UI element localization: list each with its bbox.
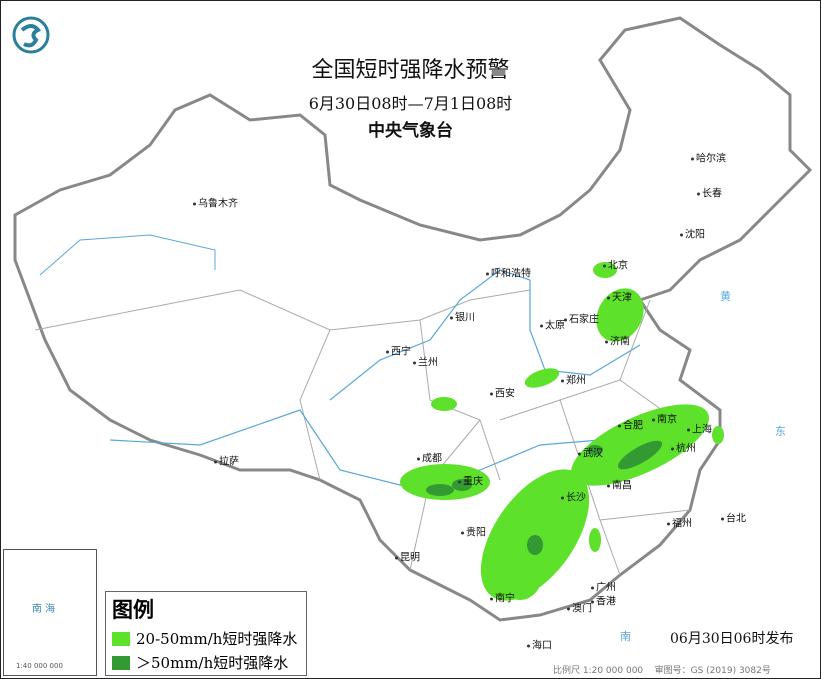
city-label: 北京 — [603, 257, 628, 272]
rain-heavy-zone — [426, 440, 663, 555]
rain-core-chongqing — [452, 479, 472, 491]
city-label: 福州 — [667, 515, 692, 530]
rain-core-guizhou — [527, 535, 543, 555]
city-label: 济南 — [605, 333, 630, 348]
legend: 图例 20-50mm/h短时强降水 ＞50mm/h短时强降水 — [105, 591, 307, 676]
cma-logo-icon — [12, 16, 50, 54]
city-label: 香港 — [591, 593, 616, 608]
rain-area-zhejiang — [712, 426, 724, 444]
city-label: 拉萨 — [214, 453, 239, 468]
city-label: 武汉 — [578, 445, 603, 460]
city-label: 长沙 — [561, 489, 586, 504]
city-label: 南昌 — [607, 477, 632, 492]
city-label: 上海 — [687, 421, 712, 436]
legend-title: 图例 — [112, 598, 154, 622]
rain-moderate-zone — [400, 262, 724, 601]
city-label: 兰州 — [413, 354, 438, 369]
city-label: 呼和浩特 — [486, 265, 531, 280]
city-label: 台北 — [721, 510, 746, 525]
issuer: 中央气象台 — [368, 121, 453, 141]
scale-and-map-number: 比例尺 1:20 000 000 审图号：GS (2019) 3082号 — [553, 663, 771, 676]
legend-label: 20-50mm/h短时强降水 — [136, 630, 298, 648]
city-label: 合肥 — [618, 417, 643, 432]
issue-time: 06月30日06时发布 — [670, 631, 794, 647]
map-scale: 比例尺 1:20 000 000 — [553, 666, 644, 676]
city-label: 西安 — [490, 385, 515, 400]
rain-area-fujian — [589, 528, 601, 552]
rain-area-henan — [524, 368, 560, 388]
city-label: 石家庄 — [564, 311, 599, 326]
rain-area-shaanxi — [431, 397, 457, 411]
city-label: 南京 — [652, 411, 677, 426]
rain-area-sichuan — [400, 464, 490, 500]
city-label: 长春 — [697, 185, 722, 200]
rain-area-guangxi-south — [498, 550, 542, 600]
city-label: 郑州 — [561, 372, 586, 387]
city-label: 海口 — [527, 637, 552, 652]
forecast-period: 6月30日08时—7月1日08时 — [308, 94, 513, 113]
city-label: 沈阳 — [680, 226, 705, 241]
legend-swatch — [112, 631, 130, 646]
river-yellow — [329, 269, 641, 401]
inset-sea-label: 南 海 — [32, 604, 56, 615]
city-label: 成都 — [417, 450, 442, 465]
sea-label-nan: 南 — [620, 630, 631, 643]
city-label: 澳门 — [567, 600, 592, 615]
rain-area-jiangnan — [571, 404, 709, 486]
city-label: 杭州 — [671, 440, 696, 455]
city-label: 昆明 — [395, 549, 420, 564]
city-label: 西宁 — [386, 343, 411, 358]
city-label: 哈尔滨 — [691, 150, 726, 165]
map-approval-number: 审图号：GS (2019) 3082号 — [654, 666, 771, 676]
sea-label-dong: 东 — [775, 425, 786, 438]
map-title: 全国短时强降水预警 — [311, 58, 510, 83]
city-label: 南宁 — [490, 590, 515, 605]
city-label: 贵阳 — [461, 524, 486, 539]
inset-scale: 1:40 000 000 — [16, 662, 63, 670]
sea-label-huang: 黄 — [720, 289, 731, 303]
city-label: 银川 — [450, 309, 475, 324]
legend-item-moderate: 20-50mm/h短时强降水 — [112, 628, 297, 649]
rain-core-hubei — [587, 445, 603, 455]
rain-core-jiangxi — [617, 440, 663, 470]
rain-core-sichuan — [426, 484, 454, 496]
city-label: 重庆 — [458, 473, 483, 488]
south-china-sea-inset: 南 海 1:40 000 000 — [3, 549, 97, 676]
city-label: 天津 — [607, 289, 632, 304]
city-label: 广州 — [591, 579, 616, 594]
city-label: 太原 — [540, 317, 565, 332]
legend-label: ＞50mm/h短时强降水 — [136, 654, 289, 672]
legend-swatch — [112, 655, 130, 670]
rain-area-beijing — [593, 262, 617, 278]
city-label: 乌鲁木齐 — [193, 195, 238, 210]
legend-item-heavy: ＞50mm/h短时强降水 — [112, 652, 288, 673]
rain-area-hebei-shandong — [596, 288, 644, 342]
river-tarim — [39, 234, 216, 276]
